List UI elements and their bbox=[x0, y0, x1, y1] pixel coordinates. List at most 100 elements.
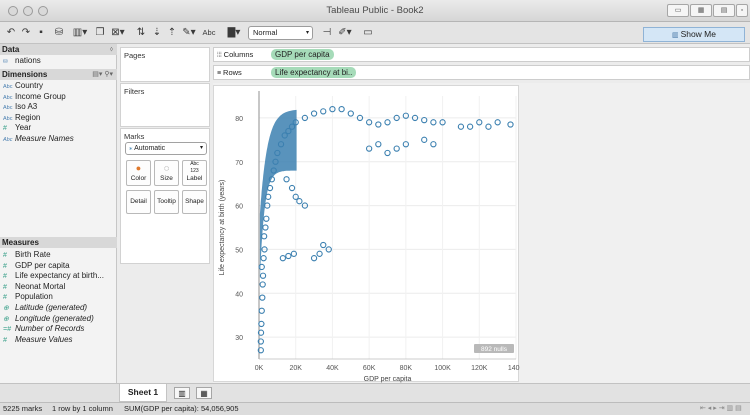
data-point bbox=[285, 127, 292, 135]
zoom-window-button[interactable] bbox=[38, 6, 48, 16]
columns-shelf[interactable]: ⦙⦙⦙ Columns GDP per capita bbox=[213, 47, 750, 62]
label-button[interactable]: Abc 123 Label bbox=[182, 160, 207, 186]
data-point bbox=[261, 246, 268, 253]
measure-field[interactable]: # Birth Rate bbox=[3, 250, 51, 259]
show-me-icon: ▥ bbox=[672, 32, 681, 39]
data-point bbox=[507, 121, 514, 128]
measure-field[interactable]: # Population bbox=[3, 292, 53, 302]
shape-button[interactable]: Shape bbox=[182, 190, 207, 214]
pen-icon[interactable]: ✐▾ bbox=[338, 27, 352, 38]
dimension-field[interactable]: Abc Region bbox=[3, 112, 41, 122]
tab-view-icon[interactable]: ▫ bbox=[736, 4, 748, 17]
label-icon: Abc 123 bbox=[190, 161, 199, 174]
measure-field[interactable]: ⊕ Longitude (generated) bbox=[3, 313, 94, 323]
data-pane-header: Data ⬨ bbox=[0, 44, 117, 55]
detail-button[interactable]: Detail bbox=[126, 190, 151, 214]
pane-menu-icon[interactable]: ⬨ bbox=[109, 46, 113, 53]
measure-field[interactable]: # Neonat Mortal bbox=[3, 281, 66, 291]
mark-type-select[interactable]: ⁎ Automatic ▾ bbox=[125, 142, 207, 155]
pages-card[interactable]: Pages bbox=[120, 47, 210, 82]
data-point bbox=[393, 145, 400, 152]
presentation-mode-icon[interactable]: ▭ bbox=[363, 27, 373, 38]
dimension-field[interactable]: Abc Measure Names bbox=[3, 134, 74, 143]
presentation-icon[interactable]: ▭ bbox=[667, 4, 689, 17]
sort-ascending-icon[interactable]: ⇣ bbox=[152, 27, 162, 38]
measure-field[interactable]: ⊕ Latitude (generated) bbox=[3, 303, 88, 312]
data-point bbox=[288, 184, 296, 192]
size-button[interactable]: ◌ Size bbox=[154, 160, 179, 186]
data-point bbox=[402, 112, 410, 119]
measure-field[interactable]: # GDP per capita bbox=[3, 260, 70, 270]
x-axis-title: GDP per capita bbox=[364, 376, 412, 383]
save-icon[interactable]: ▪ bbox=[39, 27, 43, 38]
fix-axes-icon[interactable]: ⊣ bbox=[322, 27, 332, 38]
data-point bbox=[268, 176, 275, 183]
data-point bbox=[384, 119, 391, 126]
minimize-window-button[interactable] bbox=[23, 6, 33, 16]
data-point bbox=[265, 193, 272, 200]
rows-icon: ≡ bbox=[217, 70, 224, 77]
show-me-button[interactable]: ▥ Show Me bbox=[643, 27, 745, 42]
y-tick-label: 70 bbox=[235, 160, 243, 167]
measure-field[interactable]: =# Number of Records bbox=[3, 324, 85, 334]
data-point bbox=[310, 255, 318, 262]
marks-count: 5225 marks bbox=[3, 404, 43, 413]
number-type-icon: # bbox=[3, 273, 7, 281]
chart-area[interactable]: 30 40 50 60 70 80 0K 20K 40K 60K 80K 100K 120K 140K GD… bbox=[213, 85, 524, 383]
new-dashboard-icon[interactable]: ▦ bbox=[196, 387, 212, 399]
globe-icon: ⊕ bbox=[3, 305, 9, 312]
swap-icon[interactable]: ⇅ bbox=[136, 27, 146, 38]
measure-field[interactable]: # Life expectancy at birth... bbox=[3, 271, 104, 281]
scatter-chart[interactable]: 30 40 50 60 70 80 0K 20K 40K 60K 80K 100K 120K 140K GD… bbox=[214, 86, 524, 383]
data-point bbox=[277, 141, 285, 148]
number-type-icon: =# bbox=[3, 326, 11, 334]
filters-card[interactable]: Filters bbox=[120, 83, 210, 127]
sheet-navigation-icons[interactable]: ⇤ ◂ ▸ ⇥ ▥ ▤ bbox=[700, 405, 742, 412]
highlight-icon[interactable]: ✎▾ bbox=[182, 27, 196, 38]
columns-pill[interactable]: GDP per capita bbox=[271, 49, 334, 60]
color-button[interactable]: ● Color bbox=[126, 160, 151, 186]
filmstrip-icon[interactable]: ▤ bbox=[713, 4, 735, 17]
show-labels-button[interactable]: Abc bbox=[202, 28, 216, 37]
x-tick-label: 60K bbox=[363, 365, 376, 372]
sort-descending-icon[interactable]: ⇡ bbox=[167, 27, 177, 38]
grid-view-icon[interactable]: ▦ bbox=[690, 4, 712, 17]
data-pane: Data ⬨ ⛁ nations Dimensions ▤▾ ⚲▾ Abc Countr… bbox=[0, 44, 117, 402]
data-point bbox=[257, 329, 265, 336]
marks-title: Marks bbox=[124, 132, 145, 141]
fit-select[interactable]: Normal ▾ bbox=[248, 26, 313, 40]
sheet-tab-bar: Sheet 1 ▥ ▦ bbox=[0, 383, 750, 402]
data-point bbox=[279, 255, 287, 262]
rows-shelf[interactable]: ≡ Rows Life expectancy at bi.. bbox=[213, 65, 750, 80]
dimension-field[interactable]: Abc Iso A3 bbox=[3, 102, 38, 112]
data-point bbox=[258, 320, 265, 328]
tab-sheet-1[interactable]: Sheet 1 bbox=[119, 384, 167, 402]
data-point bbox=[402, 141, 410, 148]
data-point bbox=[257, 347, 264, 354]
redo-icon[interactable]: ↷ bbox=[21, 27, 31, 38]
chart-options-icon[interactable]: ▇▾ bbox=[227, 27, 241, 38]
data-point bbox=[301, 202, 309, 209]
undo-icon[interactable]: ↶ bbox=[6, 27, 16, 38]
tooltip-button[interactable]: Tooltip bbox=[154, 190, 179, 214]
data-point bbox=[288, 123, 296, 130]
dimensions-tools-icon[interactable]: ▤▾ ⚲▾ bbox=[92, 71, 113, 78]
new-worksheet-icon[interactable]: ▥ bbox=[174, 387, 190, 399]
chevron-down-icon: ▾ bbox=[199, 145, 203, 151]
data-point bbox=[258, 307, 265, 314]
data-point bbox=[356, 114, 364, 122]
datasource-icon[interactable]: ⛁ bbox=[54, 27, 64, 38]
new-worksheet-icon[interactable]: ▥▾ bbox=[72, 27, 88, 38]
data-point bbox=[263, 215, 270, 222]
rows-pill[interactable]: Life expectancy at bi.. bbox=[271, 67, 357, 78]
close-window-button[interactable] bbox=[8, 6, 18, 16]
measure-field[interactable]: # Measure Values bbox=[3, 334, 73, 344]
dimension-field[interactable]: Abc Country bbox=[3, 81, 44, 90]
dimension-field[interactable]: Abc Income Group bbox=[3, 91, 66, 101]
duplicate-sheet-icon[interactable]: ❐ bbox=[95, 27, 105, 38]
pages-title: Pages bbox=[124, 51, 146, 60]
clear-sheet-icon[interactable]: ⊠▾ bbox=[111, 27, 125, 38]
dimension-field[interactable]: # Year bbox=[3, 123, 32, 133]
x-tick-label: 100K bbox=[434, 365, 451, 372]
datasource-item[interactable]: ⛁ nations bbox=[3, 56, 41, 65]
